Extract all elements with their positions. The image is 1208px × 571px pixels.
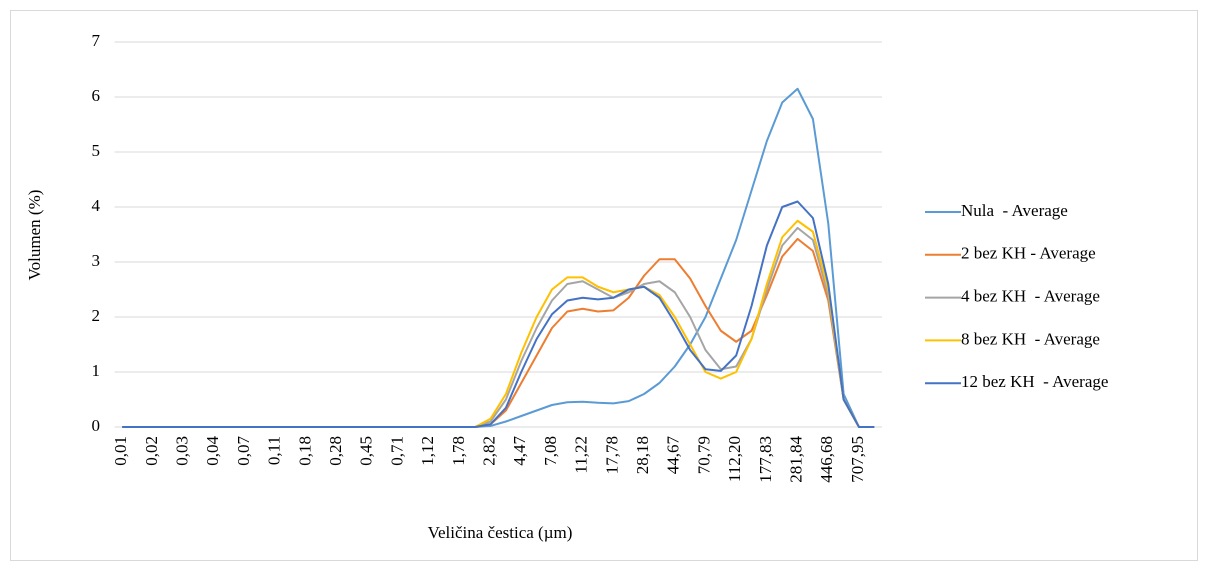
legend-label: 2 bez KH - Average <box>961 244 1096 263</box>
x-tick-label: 281,84 <box>786 436 805 483</box>
x-tick-label: 112,20 <box>725 436 744 482</box>
x-tick-label: 28,18 <box>633 436 652 474</box>
x-tick-label: 0,45 <box>357 436 376 466</box>
x-tick-label: 0,03 <box>172 436 191 466</box>
x-tick-label: 1,12 <box>418 436 437 466</box>
x-axis-title: Veličina čestica (µm) <box>428 523 573 542</box>
x-tick-label: 707,95 <box>848 436 867 483</box>
x-tick-label: 0,71 <box>387 436 406 466</box>
x-tick-label: 1,78 <box>449 436 468 466</box>
y-tick-label: 5 <box>92 141 101 160</box>
x-tick-label: 2,82 <box>479 436 498 466</box>
y-tick-label: 3 <box>92 251 101 270</box>
x-tick-label: 44,67 <box>664 436 683 475</box>
legend-label: Nula - Average <box>961 201 1068 220</box>
x-tick-label: 0,07 <box>234 436 253 466</box>
y-tick-label: 1 <box>92 361 101 380</box>
x-tick-label: 0,01 <box>111 436 130 466</box>
x-tick-label: 4,47 <box>510 436 529 466</box>
x-tick-label: 7,08 <box>541 436 560 466</box>
x-tick-label: 17,78 <box>602 436 621 474</box>
data-line <box>122 200 875 428</box>
y-axis-title: Volumen (%) <box>25 190 44 281</box>
x-tick-label: 11,22 <box>572 436 591 474</box>
x-tick-label: 70,79 <box>694 436 713 474</box>
y-tick-label: 0 <box>92 416 101 435</box>
x-tick-label: 0,11 <box>265 436 284 465</box>
y-tick-label: 4 <box>92 196 101 215</box>
x-tick-label: 0,02 <box>142 436 161 466</box>
legend-label: 12 bez KH - Average <box>961 372 1108 391</box>
legend-label: 8 bez KH - Average <box>961 329 1100 348</box>
x-tick-label: 0,04 <box>203 436 222 466</box>
chart-border <box>10 10 1198 561</box>
y-tick-label: 7 <box>92 31 101 50</box>
y-tick-label: 6 <box>92 86 101 105</box>
x-tick-label: 0,18 <box>295 436 314 466</box>
x-tick-label: 177,83 <box>756 436 775 483</box>
x-tick-label: 446,68 <box>817 436 836 483</box>
legend-label: 4 bez KH - Average <box>961 287 1100 306</box>
y-tick-label: 2 <box>92 306 101 325</box>
x-tick-label: 0,28 <box>326 436 345 466</box>
